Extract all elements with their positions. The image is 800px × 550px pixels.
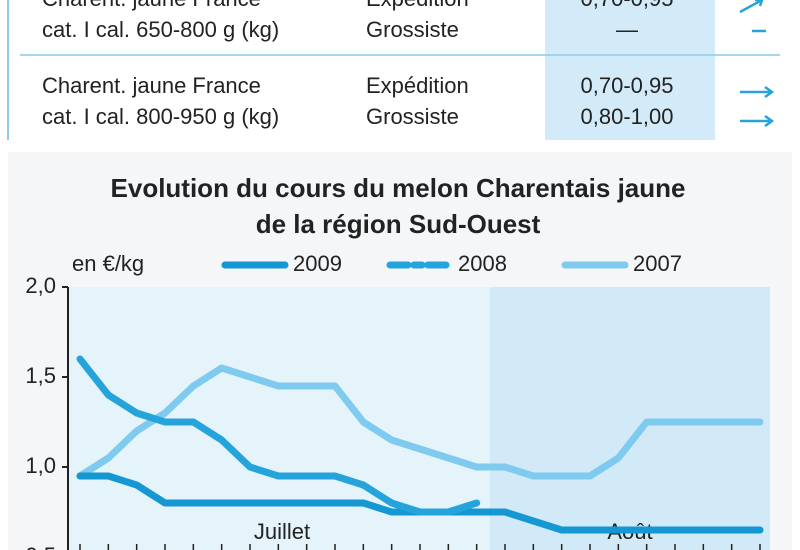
- month-label: Juillet: [254, 519, 310, 544]
- trend-up: [739, 0, 764, 14]
- y-tick-label: 1,0: [25, 453, 56, 478]
- legend-label: 2008: [458, 251, 507, 276]
- price-column: [545, 0, 715, 140]
- y-tick-label: 2,0: [25, 273, 56, 298]
- price: 0,70-0,95: [581, 0, 674, 11]
- product: Charent. jaune France: [42, 73, 261, 98]
- series-line: [76, 355, 481, 516]
- stage: Grossiste: [366, 104, 459, 129]
- series-line: [76, 364, 764, 480]
- legend-label: 2009: [293, 251, 342, 276]
- price: —: [616, 17, 638, 42]
- y-tick-label: 0,5: [25, 543, 56, 550]
- y-tick-label: 1,5: [25, 363, 56, 388]
- stage: Expédition: [366, 73, 469, 98]
- price: 0,70-0,95: [581, 73, 674, 98]
- stage: Grossiste: [366, 17, 459, 42]
- product: cat. I cal. 800-950 g (kg): [42, 104, 279, 129]
- trend-right: [740, 114, 775, 128]
- chart-title: Evolution du cours du melon Charentais j…: [111, 173, 686, 203]
- price: 0,80-1,00: [581, 104, 674, 129]
- stage: Expédition: [366, 0, 469, 11]
- chart-title: de la région Sud-Ouest: [256, 209, 541, 239]
- trend-right: [740, 85, 775, 99]
- product: cat. I cal. 650-800 g (kg): [42, 17, 279, 42]
- legend-label: 2007: [633, 251, 682, 276]
- product: Charent. jaune France: [42, 0, 261, 11]
- y-axis-label: en €/kg: [72, 251, 144, 276]
